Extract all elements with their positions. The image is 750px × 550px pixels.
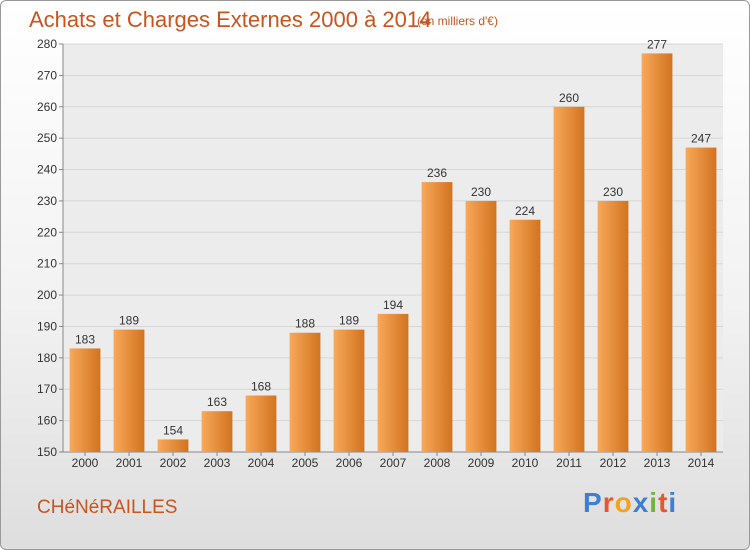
brand-letter: i <box>649 487 659 518</box>
bar-value-label: 230 <box>471 185 491 199</box>
x-tick-label: 2012 <box>600 456 627 470</box>
y-tick-label: 280 <box>37 37 57 51</box>
x-tick-label: 2003 <box>204 456 231 470</box>
y-tick-label: 270 <box>37 68 57 82</box>
x-tick-label: 2008 <box>424 456 451 470</box>
x-tick-label: 2007 <box>380 456 407 470</box>
bar-value-label: 260 <box>559 91 579 105</box>
x-tick-label: 2005 <box>292 456 319 470</box>
bar <box>553 106 585 453</box>
bar-value-label: 230 <box>603 185 623 199</box>
y-tick-label: 240 <box>37 163 57 177</box>
bar <box>157 439 189 452</box>
y-tick-label: 250 <box>37 131 57 145</box>
y-tick-label: 200 <box>37 288 57 302</box>
brand-letter: x <box>632 487 650 518</box>
bar-value-label: 247 <box>691 132 711 146</box>
x-tick-label: 2001 <box>116 456 143 470</box>
x-tick-label: 2000 <box>72 456 99 470</box>
brand-letter: r <box>602 487 615 518</box>
bar <box>465 200 497 452</box>
bar <box>641 53 673 453</box>
x-tick-label: 2014 <box>688 456 715 470</box>
y-tick-label: 260 <box>37 100 57 114</box>
bar-value-label: 154 <box>163 423 183 437</box>
bar <box>113 329 145 452</box>
bar-value-label: 189 <box>339 314 359 328</box>
bar-value-label: 189 <box>119 314 139 328</box>
bar-value-label: 183 <box>75 332 95 346</box>
y-tick-label: 230 <box>37 194 57 208</box>
bar <box>69 348 101 452</box>
bar <box>377 313 409 452</box>
bar <box>245 395 277 452</box>
y-tick-label: 190 <box>37 319 57 333</box>
chart-title: Achats et Charges Externes 2000 à 2014 <box>29 7 432 32</box>
x-tick-label: 2011 <box>556 456 582 470</box>
x-tick-label: 2010 <box>512 456 539 470</box>
bar <box>333 329 365 452</box>
x-tick-label: 2013 <box>644 456 671 470</box>
brand-letter: o <box>614 487 633 518</box>
bar <box>201 411 233 452</box>
y-tick-label: 160 <box>37 414 57 428</box>
bar <box>597 200 629 452</box>
y-tick-label: 150 <box>37 445 57 459</box>
bar-value-label: 188 <box>295 317 315 331</box>
bar-value-label: 168 <box>251 380 271 394</box>
bar <box>685 147 717 453</box>
x-tick-label: 2009 <box>468 456 495 470</box>
y-tick-label: 220 <box>37 225 57 239</box>
x-tick-label: 2002 <box>160 456 187 470</box>
x-tick-label: 2004 <box>248 456 275 470</box>
bar <box>509 219 541 452</box>
bar-value-label: 277 <box>647 37 667 51</box>
bar-value-label: 224 <box>515 204 535 218</box>
bar-value-label: 163 <box>207 395 227 409</box>
brand-letter: t <box>658 487 669 518</box>
chart-subtitle: (en milliers d'€) <box>417 14 498 28</box>
y-tick-label: 180 <box>37 351 57 365</box>
brand-letter: P <box>583 487 603 518</box>
bar-value-label: 236 <box>427 166 447 180</box>
y-tick-label: 210 <box>37 257 57 271</box>
bar-value-label: 194 <box>383 298 403 312</box>
brand-logo: Proxiti <box>583 487 677 519</box>
bar <box>421 182 453 453</box>
x-tick-label: 2006 <box>336 456 363 470</box>
town-name: CHéNéRAILLES <box>37 497 178 518</box>
brand-letter: i <box>668 487 678 518</box>
bar <box>289 332 321 452</box>
y-tick-label: 170 <box>37 382 57 396</box>
